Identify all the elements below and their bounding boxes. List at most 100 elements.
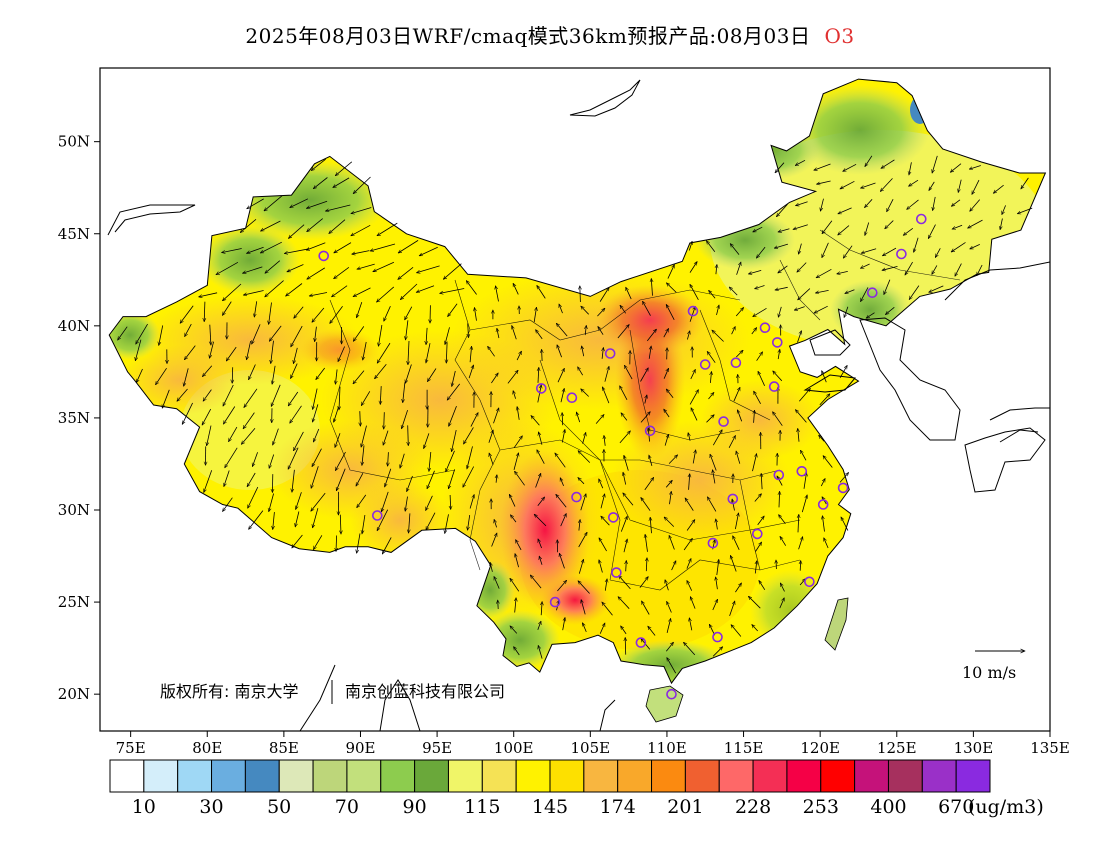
wind-arrow — [865, 199, 873, 207]
wind-arrow — [712, 430, 723, 446]
wind-arrow — [405, 364, 412, 384]
colorbar-tick-label: 201 — [667, 796, 703, 818]
wind-arrow — [288, 224, 305, 239]
wind-arrow — [623, 493, 634, 506]
wind-arrow — [535, 473, 541, 488]
wind-arrow — [228, 426, 238, 442]
colorbar-tick-label: 115 — [464, 796, 500, 818]
wind-arrow — [578, 581, 590, 594]
wind-arrow — [620, 305, 627, 314]
wind-arrow — [556, 494, 567, 508]
city-marker — [699, 359, 711, 370]
wind-arrow — [440, 288, 465, 294]
colorbar-tick-label: 253 — [803, 796, 839, 818]
wind-arrow — [309, 292, 328, 297]
wind-arrow — [775, 286, 788, 290]
wind-arrow — [757, 371, 765, 386]
wind-arrow — [334, 242, 352, 253]
wind-arrow — [585, 325, 586, 336]
wind-arrow — [118, 326, 128, 340]
wind-arrow — [427, 470, 435, 489]
city-marker — [866, 287, 878, 299]
wind-arrow — [162, 389, 170, 408]
lat-tick-label: 30N — [58, 501, 90, 519]
ozone-field — [109, 79, 1046, 723]
wind-arrow — [373, 261, 395, 273]
colorbar-swatch — [955, 759, 991, 793]
wind-arrow — [351, 207, 372, 214]
wind-arrow — [773, 371, 783, 382]
wind-arrow — [271, 340, 274, 364]
wind-arrow — [351, 224, 371, 237]
wind-arrow — [929, 285, 944, 293]
wind-arrow — [757, 516, 765, 526]
wind-arrow — [753, 391, 761, 404]
wind-arrow — [934, 248, 941, 257]
city-marker — [727, 493, 739, 505]
colorbar-swatch — [143, 759, 179, 793]
wind-arrow — [712, 599, 718, 611]
colorbar-swatch — [887, 759, 923, 793]
wind-arrow — [316, 367, 326, 380]
wind-arrow — [539, 432, 543, 445]
wind-arrow — [533, 307, 536, 323]
colorbar-swatch — [380, 759, 416, 793]
wind-arrow — [866, 312, 875, 319]
city-marker — [666, 688, 677, 700]
wind-arrow — [311, 492, 326, 511]
wind-arrow — [756, 246, 766, 258]
wind-arrow — [775, 162, 785, 173]
city-marker — [730, 357, 742, 369]
wind-arrow — [448, 469, 456, 488]
wind-arrow — [905, 261, 913, 275]
city-marker — [644, 425, 656, 437]
lon-tick-label: 120E — [800, 739, 840, 757]
city-marker — [817, 499, 829, 510]
wind-arrow — [666, 601, 672, 613]
wind-arrow — [778, 228, 790, 232]
wind-arrow — [716, 519, 718, 530]
city-marker — [604, 348, 616, 359]
wind-arrow — [689, 474, 690, 490]
wind-arrow — [184, 368, 189, 386]
wind-arrow — [728, 436, 736, 448]
wind-arrow — [468, 365, 473, 379]
wind-arrow — [312, 307, 325, 322]
city-marker — [318, 250, 330, 262]
wind-arrow — [284, 248, 310, 254]
wind-arrow — [752, 625, 758, 632]
wind-arrow — [510, 578, 520, 592]
wind-arrow — [517, 407, 520, 420]
wind-arrow — [968, 219, 983, 229]
wind-arrow — [381, 537, 392, 554]
wind-arrow — [754, 494, 762, 502]
wind-arrow — [667, 265, 675, 279]
wind-arrow — [686, 581, 693, 591]
wind-arrow — [286, 283, 303, 297]
city-marker — [549, 596, 561, 608]
wind-arrow — [225, 447, 238, 468]
wind-arrow — [604, 435, 605, 446]
wind-arrow — [803, 473, 807, 489]
wind-arrow — [290, 363, 298, 379]
wind-arrow — [557, 345, 562, 358]
wind-arrow — [313, 428, 320, 442]
wind-arrow — [969, 165, 981, 170]
map-frame — [99, 67, 1051, 732]
wind-arrow — [816, 268, 832, 279]
wind-arrow — [860, 263, 870, 269]
wind-arrow — [860, 287, 869, 301]
wind-arrow — [688, 241, 692, 251]
wind-arrow — [336, 468, 346, 491]
wind-arrow — [686, 520, 695, 531]
wind-arrow — [325, 204, 351, 211]
wind-arrow — [861, 248, 877, 254]
wind-arrow — [576, 412, 581, 423]
wind-arrow — [623, 472, 627, 485]
colorbar-swatch — [651, 759, 686, 793]
wind-arrow — [335, 433, 341, 447]
wind-arrow — [779, 583, 785, 592]
wind-arrow — [470, 346, 472, 363]
wind-arrow — [335, 451, 346, 471]
lon-tick-label: 80E — [192, 739, 222, 757]
